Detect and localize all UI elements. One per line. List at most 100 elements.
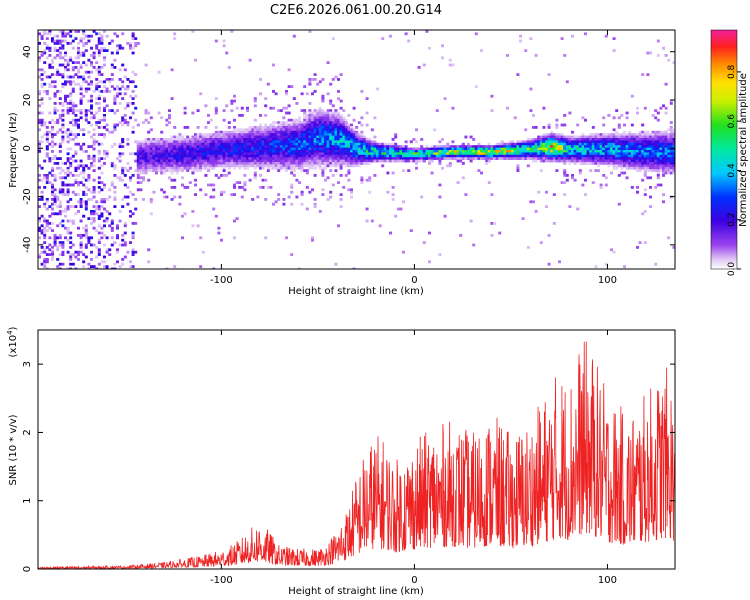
spectrogram-cell bbox=[243, 183, 247, 187]
spectrogram-cell bbox=[134, 250, 138, 254]
spectrogram-cell bbox=[90, 111, 93, 115]
spectrogram-cell bbox=[290, 164, 294, 168]
spectrogram-cell bbox=[121, 178, 125, 182]
spectrogram-cell bbox=[266, 166, 270, 170]
spectrogram-cell bbox=[253, 166, 257, 170]
spectrogram-cell bbox=[82, 30, 86, 33]
spectrogram-cell bbox=[604, 140, 608, 144]
spectrogram-cell bbox=[204, 152, 208, 156]
spectrogram-cell bbox=[100, 73, 104, 76]
spectrogram-cell bbox=[131, 51, 135, 55]
spectrogram-cell bbox=[69, 171, 73, 175]
spectrogram-cell bbox=[612, 150, 616, 153]
spectrogram-cell bbox=[316, 135, 320, 139]
spectrogram-cell bbox=[64, 94, 67, 98]
spectrogram-cell bbox=[235, 152, 239, 156]
spectrogram-cell bbox=[352, 138, 356, 141]
spectrogram-cell bbox=[355, 157, 359, 160]
spectrogram-cell bbox=[537, 142, 541, 146]
spectrogram-cell bbox=[638, 130, 642, 134]
spectrogram-cell bbox=[256, 133, 260, 136]
spectrogram-cell bbox=[571, 176, 574, 180]
spectrogram-cell bbox=[420, 154, 424, 158]
spectrogram-cell bbox=[550, 145, 554, 148]
spectrogram-cell bbox=[331, 37, 335, 40]
spectrogram-cell bbox=[469, 157, 473, 160]
spectrogram-cell bbox=[84, 207, 88, 211]
spectrogram-cell bbox=[186, 186, 190, 189]
spectrogram-cell bbox=[77, 51, 80, 55]
spectrogram-cell bbox=[399, 207, 403, 211]
spectrogram-cell bbox=[64, 214, 67, 218]
spectrogram-cell bbox=[199, 162, 203, 165]
spectrogram-cell bbox=[295, 166, 299, 170]
spectrogram-cell bbox=[347, 114, 351, 117]
spectrogram-cell bbox=[79, 116, 83, 120]
spectrogram-cell bbox=[170, 154, 174, 158]
spectrogram-cell bbox=[144, 169, 148, 172]
spectrogram-cell bbox=[92, 188, 96, 192]
spectrogram-cell bbox=[612, 164, 616, 168]
spectrogram-cell bbox=[240, 195, 244, 199]
spectrogram-cell bbox=[352, 135, 356, 139]
spectrogram-cell bbox=[337, 97, 340, 100]
spectrogram-cell bbox=[599, 150, 603, 153]
spectrogram-cell bbox=[578, 162, 582, 165]
spectrogram-cell bbox=[235, 147, 239, 151]
spectrogram-cell bbox=[656, 183, 660, 187]
spectrogram-cell bbox=[350, 133, 353, 136]
spectrogram-cell bbox=[84, 164, 88, 168]
spectrogram-cell bbox=[103, 152, 106, 156]
spectrogram-cell bbox=[446, 154, 450, 158]
spectrogram-cell bbox=[240, 140, 244, 144]
spectrogram-cell bbox=[131, 37, 135, 40]
spectrogram-cell bbox=[620, 166, 624, 170]
spectrogram-cell bbox=[643, 145, 647, 148]
spectrogram-cell bbox=[61, 30, 65, 33]
spectrogram-cell bbox=[149, 138, 153, 141]
spectrogram-cell bbox=[240, 162, 244, 165]
spectrogram-cell bbox=[612, 152, 616, 156]
spectrogram-cell bbox=[594, 152, 598, 156]
spectrogram-cell bbox=[357, 140, 361, 144]
spectrogram-cell bbox=[555, 118, 559, 122]
spectrogram-cell bbox=[212, 157, 216, 160]
spectrogram-cell bbox=[58, 73, 62, 76]
spectrogram-cell bbox=[628, 147, 632, 151]
spectrogram-cell bbox=[144, 164, 148, 168]
spectrogram-cell bbox=[578, 135, 582, 139]
spectrogram-cell bbox=[181, 159, 184, 163]
spectrogram-cell bbox=[43, 70, 47, 74]
spectrogram-cell bbox=[313, 147, 317, 151]
spectrogram-cell bbox=[623, 159, 626, 163]
spectrogram-cell bbox=[121, 152, 125, 156]
spectrogram-cell bbox=[64, 66, 67, 69]
spectrogram-cell bbox=[285, 154, 288, 158]
spectrogram-cell bbox=[214, 39, 218, 43]
spectrogram-cell bbox=[220, 142, 223, 146]
spectrogram-cell bbox=[672, 150, 675, 153]
spectrogram-cell bbox=[378, 145, 382, 148]
spectrogram-cell bbox=[620, 145, 624, 148]
spectrogram-cell bbox=[92, 169, 96, 172]
spectrogram-cell bbox=[599, 138, 603, 141]
spectrogram-cell bbox=[87, 217, 91, 220]
spectrogram-cell bbox=[625, 152, 629, 156]
spectrogram-cell bbox=[357, 135, 361, 139]
spectrogram-cell bbox=[113, 111, 117, 115]
spectrogram-cell bbox=[547, 133, 551, 136]
spectrogram-cell bbox=[292, 164, 296, 168]
spectrogram-cell bbox=[116, 34, 119, 38]
spectrogram-cell bbox=[643, 166, 647, 170]
spectrogram-cell bbox=[233, 236, 236, 240]
spectrogram-cell bbox=[586, 159, 590, 163]
spectrogram-cell bbox=[259, 126, 262, 129]
spectrogram-cell bbox=[586, 157, 590, 160]
spectrogram-cell bbox=[581, 157, 585, 160]
spectrogram-cell bbox=[547, 126, 551, 129]
spectrogram-cell bbox=[48, 82, 52, 86]
spectrogram-cell bbox=[586, 147, 590, 151]
spectrogram-cell bbox=[337, 145, 340, 148]
spectrogram-cell bbox=[404, 32, 408, 36]
spectrogram-cell bbox=[386, 157, 390, 160]
